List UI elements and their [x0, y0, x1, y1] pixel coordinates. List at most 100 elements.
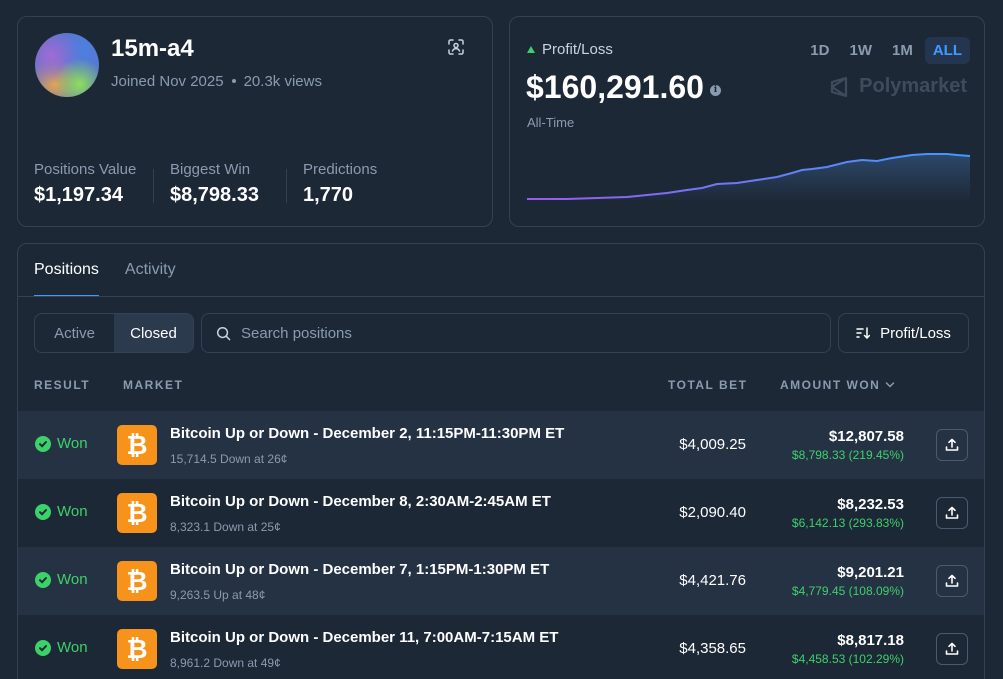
header-market: MARKET	[123, 378, 184, 392]
header-amount-won-label: AMOUNT WON	[780, 378, 881, 392]
filter-active[interactable]: Active	[54, 324, 95, 342]
brand-name: Polymarket	[859, 75, 967, 97]
pnl-label: Profit/Loss	[527, 41, 613, 58]
share-icon	[945, 438, 959, 451]
pnl-sparkline	[527, 153, 970, 202]
total-bet: $2,090.40	[679, 504, 746, 521]
share-button[interactable]	[936, 633, 968, 665]
stat-value: 1,770	[303, 184, 354, 206]
tab-bar: Positions Activity	[34, 244, 176, 297]
range-1d[interactable]: 1D	[810, 42, 830, 59]
status-filter: Active Closed	[34, 313, 194, 353]
amount-won: $8,817.18	[837, 632, 904, 649]
market-position: 9,263.5 Up at 48¢	[170, 588, 266, 602]
stat-predictions: Predictions 1,770	[303, 161, 377, 207]
stat-label: Positions Value	[34, 161, 137, 178]
up-triangle-icon	[527, 46, 535, 53]
chevron-down-icon	[885, 382, 895, 388]
polymarket-logo-icon	[831, 76, 848, 97]
header-amount-won[interactable]: AMOUNT WON	[780, 378, 895, 392]
market-position: 15,714.5 Down at 26¢	[170, 452, 288, 466]
header-result: RESULT	[34, 378, 91, 392]
result-text: Won	[57, 639, 88, 656]
stat-value: $8,798.33	[170, 184, 259, 206]
stat-positions-value: Positions Value $1,197.34	[34, 161, 136, 207]
stat-biggest-win: Biggest Win $8,798.33	[170, 161, 259, 207]
range-1m[interactable]: 1M	[891, 42, 913, 59]
result-text: Won	[57, 503, 88, 520]
info-icon[interactable]: i	[709, 85, 721, 96]
positions-panel: Positions Activity Active Closed Profit/…	[17, 243, 985, 679]
range-all[interactable]: ALL	[924, 37, 970, 64]
username: 15m-a4	[111, 35, 194, 62]
result-badge: Won	[35, 571, 88, 588]
profile-card: 15m-a4 Joined Nov 2025 20.3k views Positi…	[17, 16, 493, 227]
position-row[interactable]: Won ₿ Bitcoin Up or Down - December 8, 2…	[18, 479, 984, 547]
sort-icon	[856, 327, 871, 339]
profit-gain: $4,458.53 (102.29%)	[791, 652, 904, 666]
bitcoin-icon: ₿	[117, 425, 157, 465]
avatar	[35, 33, 99, 97]
check-circle-icon	[35, 503, 51, 520]
sort-button[interactable]: Profit/Loss	[838, 313, 969, 353]
profit-loss-card: Profit/Loss $160,291.60 i All-Time 1D 1W …	[509, 16, 985, 227]
profile-meta: Joined Nov 2025 20.3k views	[111, 73, 322, 90]
check-circle-icon	[35, 571, 51, 588]
market-title[interactable]: Bitcoin Up or Down - December 11, 7:00AM…	[170, 629, 559, 646]
check-circle-icon	[35, 435, 51, 452]
bitcoin-icon: ₿	[117, 561, 157, 601]
profit-gain: $6,142.13 (293.83%)	[791, 516, 904, 530]
header-total-bet: TOTAL BET	[668, 378, 748, 392]
market-title[interactable]: Bitcoin Up or Down - December 7, 1:15PM-…	[170, 561, 550, 578]
result-badge: Won	[35, 435, 88, 452]
position-row[interactable]: Won ₿ Bitcoin Up or Down - December 2, 1…	[18, 411, 984, 479]
profit-gain: $4,779.45 (108.09%)	[791, 584, 904, 598]
pnl-label-text: Profit/Loss	[542, 41, 613, 58]
market-position: 8,323.1 Down at 25¢	[170, 520, 281, 534]
amount-won: $12,807.58	[828, 428, 904, 445]
stat-divider	[153, 169, 154, 203]
pnl-period: All-Time	[527, 115, 575, 130]
bitcoin-icon: ₿	[117, 493, 157, 533]
stat-value: $1,197.34	[34, 184, 123, 206]
result-text: Won	[57, 435, 88, 452]
stat-label: Predictions	[303, 161, 378, 178]
search-input[interactable]	[241, 324, 801, 342]
total-bet: $4,421.76	[679, 572, 746, 589]
pnl-value: $160,291.60	[526, 69, 704, 105]
check-circle-icon	[35, 639, 51, 656]
stat-divider	[286, 169, 287, 203]
stat-label: Biggest Win	[170, 161, 251, 178]
sort-label: Profit/Loss	[880, 324, 951, 342]
tab-divider	[18, 296, 984, 297]
amount-won: $8,232.53	[837, 496, 904, 513]
result-badge: Won	[35, 503, 88, 520]
share-icon	[945, 506, 959, 519]
separator-dot	[231, 79, 236, 84]
range-1w[interactable]: 1W	[849, 42, 872, 59]
tab-activity[interactable]: Activity	[124, 261, 176, 278]
share-button[interactable]	[936, 565, 968, 597]
share-button[interactable]	[936, 429, 968, 461]
position-row[interactable]: Won ₿ Bitcoin Up or Down - December 11, …	[18, 615, 984, 679]
market-position: 8,961.2 Down at 49¢	[170, 656, 281, 670]
share-icon	[945, 574, 959, 587]
tab-positions[interactable]: Positions	[34, 244, 99, 297]
range-selector: 1D 1W 1M ALL	[802, 37, 970, 64]
qr-scan-icon[interactable]	[448, 39, 470, 61]
brand-watermark: Polymarket	[829, 75, 967, 98]
result-badge: Won	[35, 639, 88, 656]
pnl-value-wrap: $160,291.60 i	[526, 69, 721, 106]
market-title[interactable]: Bitcoin Up or Down - December 8, 2:30AM-…	[170, 493, 551, 510]
search-icon	[216, 326, 231, 340]
profit-gain: $8,798.33 (219.45%)	[791, 448, 904, 462]
total-bet: $4,358.65	[679, 640, 746, 657]
market-title[interactable]: Bitcoin Up or Down - December 2, 11:15PM…	[170, 425, 565, 442]
share-button[interactable]	[936, 497, 968, 529]
result-text: Won	[57, 571, 88, 588]
position-row[interactable]: Won ₿ Bitcoin Up or Down - December 7, 1…	[18, 547, 984, 615]
joined-date: Joined Nov 2025	[111, 73, 224, 90]
view-count: 20.3k views	[243, 73, 322, 90]
total-bet: $4,009.25	[679, 436, 746, 453]
filter-closed[interactable]: Closed	[114, 314, 193, 352]
